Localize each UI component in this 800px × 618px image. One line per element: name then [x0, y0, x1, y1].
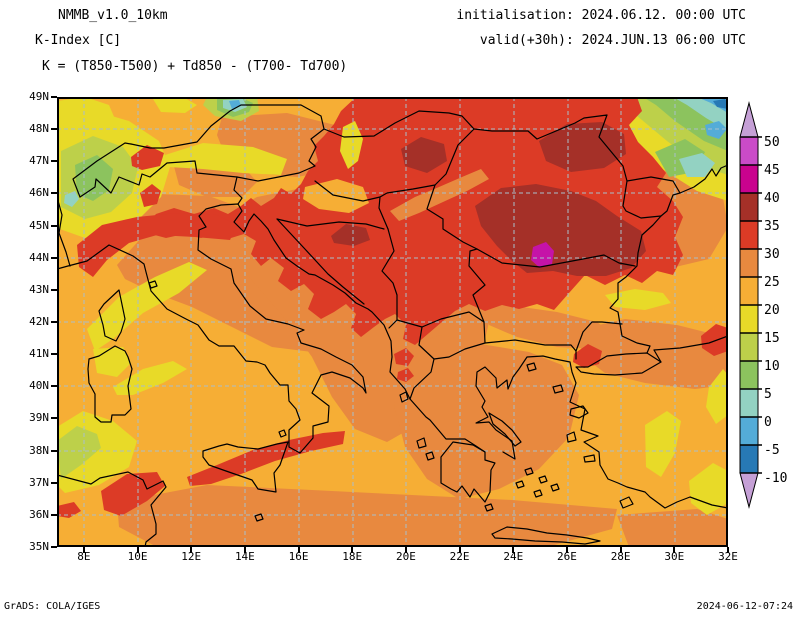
lon-tick-label: 16E: [288, 550, 309, 563]
colorbar-label: 5: [764, 387, 772, 402]
colorbar-segment: [739, 444, 759, 474]
lat-tick-label: 37N: [29, 475, 49, 489]
lat-tick-label: 42N: [29, 315, 49, 328]
lat-tick: [51, 256, 57, 259]
colorbar-segment: [739, 248, 759, 278]
lon-tick-label: 14E: [234, 550, 255, 563]
lat-tick: [51, 417, 57, 420]
colorbar-top-arrow: [739, 101, 759, 138]
colorbar-segment: [739, 136, 759, 166]
colorbar-segment: [739, 164, 759, 194]
initialisation-time: initialisation: 2024.06.12. 00:00 UTC: [456, 8, 746, 23]
colorbar-label: -10: [764, 471, 787, 486]
lat-tick: [51, 385, 57, 388]
variable-title: K-Index [C]: [35, 33, 122, 48]
lon-tick: [82, 547, 85, 553]
colorbar-segment: [739, 360, 759, 390]
lon-tick: [136, 547, 139, 553]
lat-tick: [51, 513, 57, 516]
lat-tick: [51, 192, 57, 195]
lat-tick: [51, 353, 57, 356]
weather-map: [56, 97, 729, 548]
lat-tick-label: 43N: [29, 282, 49, 296]
colorbar-segment: [739, 332, 759, 362]
lon-tick: [190, 547, 193, 553]
colorbar-label: 35: [764, 219, 780, 234]
lat-tick-label: 46N: [29, 186, 49, 200]
model-title: NMMB_v1.0_10km: [58, 8, 168, 23]
lat-tick-label: 40N: [29, 379, 49, 393]
lat-tick: [51, 224, 57, 227]
k-index-formula: K = (T850-T500) + Td850 - (T700- Td700): [42, 59, 348, 74]
lat-tick-label: 49N: [29, 90, 49, 103]
colorbar-segment: [739, 388, 759, 418]
colorbar-label: 50: [764, 135, 780, 150]
lon-tick-label: 26E: [557, 550, 577, 563]
lat-tick-label: 44N: [29, 250, 49, 264]
lon-tick-label: 30E: [664, 550, 685, 563]
lon-tick: [673, 547, 676, 553]
colorbar-bottom-arrow: [739, 472, 759, 509]
lon-tick: [351, 547, 354, 553]
lon-tick: [243, 547, 246, 553]
lon-tick-label: 12E: [181, 550, 202, 563]
lat-tick: [51, 481, 57, 484]
lat-tick-label: 41N: [29, 347, 49, 361]
colorbar-label: 20: [764, 303, 780, 318]
lat-tick: [51, 321, 57, 323]
lat-tick-label: 39N: [29, 411, 49, 425]
lon-tick-label: 8E: [77, 550, 91, 563]
lat-tick-label: 36N: [29, 507, 49, 521]
colorbar-label: 15: [764, 331, 780, 346]
colorbar-segment: [739, 416, 759, 446]
colorbar-label: 0: [764, 415, 772, 430]
lon-tick-label: 10E: [127, 550, 148, 563]
lon-tick: [565, 547, 568, 553]
colorbar-label: 45: [764, 163, 780, 178]
colorbar-segment: [739, 304, 759, 334]
lat-tick-label: 38N: [29, 443, 49, 457]
lon-tick: [458, 547, 461, 553]
lat-tick: [51, 546, 57, 548]
valid-time: valid(+30h): 2024.JUN.13 06:00 UTC: [479, 33, 746, 48]
lat-tick-label: 48N: [29, 122, 49, 136]
colorbar-label: 25: [764, 275, 780, 290]
lon-tick-label: 20E: [395, 550, 416, 563]
colorbar-label: -5: [764, 443, 780, 458]
lat-tick: [51, 128, 57, 131]
lon-tick-label: 24E: [503, 550, 524, 563]
lon-tick: [512, 547, 515, 553]
map-area: [56, 97, 729, 548]
lat-tick: [51, 288, 57, 291]
colorbar-segment: [739, 220, 759, 250]
lat-tick: [51, 160, 57, 163]
lat-tick-label: 45N: [29, 218, 49, 232]
creation-timestamp: 2024-06-12-07:24: [696, 601, 793, 612]
lon-tick-label: 18E: [342, 550, 363, 563]
colorbar-label: 10: [764, 359, 780, 374]
lon-tick: [619, 547, 622, 553]
lon-tick: [297, 547, 300, 553]
lon-tick: [404, 547, 407, 553]
colorbar-segment: [739, 192, 759, 222]
colorbar-segment: [739, 276, 759, 306]
lat-tick-label: 35N: [29, 540, 49, 553]
grads-credit: GrADS: COLA/IGES: [4, 601, 101, 612]
lat-tick: [51, 96, 57, 98]
lon-tick-label: 32E: [718, 550, 738, 563]
lon-tick: [727, 547, 729, 553]
lat-tick-label: 47N: [29, 154, 49, 168]
colorbar-label: 40: [764, 191, 780, 206]
lon-tick-label: 22E: [449, 550, 470, 563]
lat-tick: [51, 449, 57, 452]
map-frame: [57, 97, 728, 547]
colorbar-label: 30: [764, 247, 780, 262]
lon-tick-label: 28E: [610, 550, 631, 563]
coastlines-borders: [56, 104, 729, 548]
